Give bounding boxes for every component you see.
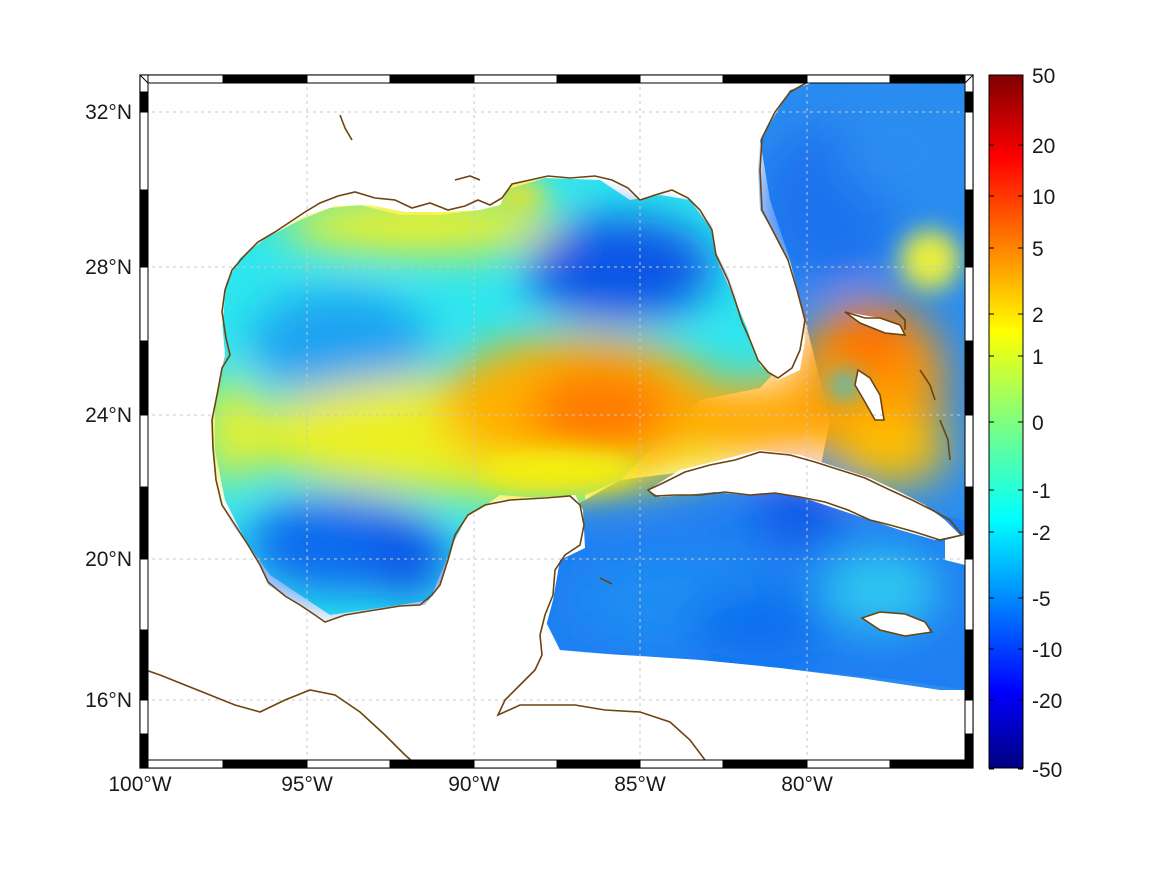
frame-segment [556, 759, 641, 769]
frame-segment [139, 74, 149, 93]
frame-segment [964, 629, 974, 701]
colorbar-tick-label: -5 [1032, 588, 1051, 611]
frame-segment [964, 340, 974, 416]
lon-tick-label: 95°W [281, 773, 333, 796]
lat-tick-label: 28°N [85, 256, 132, 279]
frame-segment [306, 74, 391, 84]
colorbar-tick-label: -1 [1032, 480, 1051, 503]
frame-segment [222, 74, 308, 84]
frame-segment [964, 699, 974, 735]
frame-segment [139, 629, 149, 701]
colorbar-tick-label: -20 [1032, 690, 1062, 713]
frame-corner [964, 74, 974, 84]
frame-segment [473, 74, 558, 84]
graticule [145, 80, 968, 764]
frame-segment [306, 759, 391, 769]
lon-tick-label: 100°W [108, 773, 171, 796]
colorbar-tick-label: -2 [1032, 522, 1051, 545]
frame-segment [639, 74, 724, 84]
frame-segment [389, 759, 475, 769]
lat-tick-label: 20°N [85, 548, 132, 571]
frame-segment [806, 759, 891, 769]
frame-segment [639, 759, 724, 769]
frame-segment [556, 74, 641, 84]
colorbar-tick-label: 10 [1032, 186, 1055, 209]
frame-segment [139, 486, 149, 560]
colorbar-tick-label: -10 [1032, 639, 1062, 662]
frame-segment [139, 733, 149, 769]
land-mask [140, 75, 965, 768]
lat-tick-label: 32°N [85, 101, 132, 124]
frame-segment [964, 91, 974, 113]
frame-corner [964, 759, 974, 769]
frame-segment [389, 74, 475, 84]
lon-tick-label: 80°W [781, 773, 833, 796]
colorbar-tick-label: -50 [1032, 759, 1062, 782]
frame-segment [964, 266, 974, 342]
frame-segment [139, 189, 149, 268]
frame-segment [139, 759, 224, 769]
frame-segment [964, 733, 974, 769]
colorbar-tick-label: 20 [1032, 135, 1055, 158]
frame-segment [473, 759, 558, 769]
colorbar-tick-label: 50 [1032, 65, 1055, 88]
frame-segment [964, 486, 974, 560]
colorbar-gradient [988, 74, 1024, 769]
frame-segment [964, 111, 974, 191]
frame-corner [139, 74, 149, 84]
colorbar-tick-label: 2 [1032, 304, 1044, 327]
lat-tick-label: 16°N [85, 689, 132, 712]
lat-tick-label: 24°N [85, 404, 132, 427]
frame-segment [139, 266, 149, 342]
frame-segment [722, 74, 808, 84]
frame-segment [889, 759, 974, 769]
frame-segment [964, 189, 974, 268]
lat-tick-labels: 32°N 28°N 24°N 20°N 16°N [85, 101, 132, 712]
lon-tick-labels: 100°W 95°W 90°W 85°W 80°W [108, 773, 833, 796]
frame-segment [222, 759, 308, 769]
colorbar-ticks [989, 74, 1023, 770]
frame-segment [139, 111, 149, 191]
colorbar-tick-label: 5 [1032, 238, 1044, 261]
colorbar-tick-label: 0 [1032, 412, 1044, 435]
frame-segment [964, 558, 974, 631]
lon-tick-label: 90°W [448, 773, 500, 796]
frame-segment [139, 558, 149, 631]
frame-segment [889, 74, 974, 84]
frame-segment [139, 340, 149, 416]
frame-segment [139, 91, 149, 113]
lon-tick-label: 85°W [614, 773, 666, 796]
frame-segment [964, 74, 974, 93]
frame-segment [806, 74, 891, 84]
frame-segment [139, 414, 149, 488]
anomaly-field [140, 75, 965, 768]
frame-segment [964, 414, 974, 488]
frame-segment [139, 74, 224, 84]
colorbar-tick-label: 1 [1032, 346, 1044, 369]
coastlines [140, 77, 964, 768]
frame-segment [722, 759, 808, 769]
frame-corner [139, 759, 149, 769]
map-frame [139, 74, 974, 769]
frame-segment [139, 699, 149, 735]
